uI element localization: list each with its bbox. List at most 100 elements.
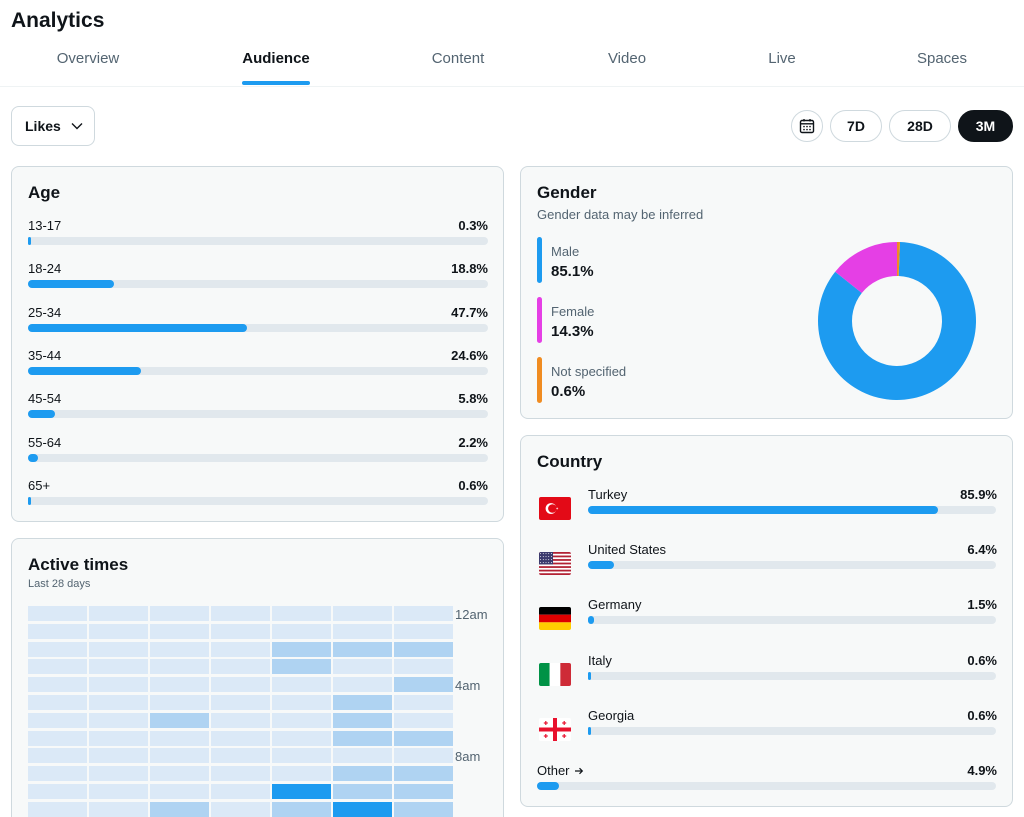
calendar-button[interactable] bbox=[791, 110, 823, 142]
heatmap-cell bbox=[394, 677, 453, 693]
heatmap-cell bbox=[211, 730, 270, 746]
heatmap-cell bbox=[211, 677, 270, 693]
country-bar-fill bbox=[588, 506, 939, 514]
heatmap-cell bbox=[333, 712, 392, 728]
age-row: 35-44 24.6% bbox=[28, 348, 488, 388]
heatmap-cell bbox=[150, 748, 209, 764]
germany-flag-icon bbox=[539, 607, 571, 631]
heatmap-cell bbox=[150, 712, 209, 728]
age-bar-track bbox=[28, 453, 488, 462]
country-bar-fill bbox=[588, 671, 591, 680]
age-bar-track bbox=[28, 323, 488, 332]
age-bar-track bbox=[28, 280, 488, 289]
heatmap-cell bbox=[394, 659, 453, 675]
metric-dropdown[interactable]: Likes bbox=[11, 106, 95, 146]
age-row: 45-54 5.8% bbox=[28, 391, 488, 431]
country-percent-value: 1.5% bbox=[967, 597, 997, 613]
heatmap-cell bbox=[89, 695, 148, 710]
age-bar-track bbox=[28, 366, 488, 375]
heatmap-cell bbox=[394, 748, 453, 764]
arrow-right-icon bbox=[574, 767, 583, 774]
other-countries-link[interactable]: Other bbox=[537, 763, 584, 778]
heatmap-cell bbox=[28, 606, 87, 621]
heatmap-cell bbox=[272, 623, 331, 639]
heatmap-cell bbox=[333, 677, 392, 693]
tab-overview[interactable]: Overview bbox=[56, 50, 120, 67]
heatmap-cell bbox=[394, 801, 453, 817]
heatmap-cell bbox=[394, 766, 453, 782]
gender-color-marker bbox=[537, 297, 542, 343]
page-title: Analytics bbox=[11, 9, 105, 32]
age-range-label: 55-64 bbox=[28, 434, 62, 450]
heatmap-cell bbox=[150, 623, 209, 639]
gender-value: 14.3% bbox=[551, 323, 594, 340]
country-other-row[interactable]: Other 4.9% bbox=[537, 763, 997, 790]
heatmap-cell bbox=[28, 623, 87, 639]
tab-audience[interactable]: Audience bbox=[242, 50, 310, 67]
age-card: Age 13-17 0.3% 18-24 18.8% 25-34 47.7% 35-44 24… bbox=[11, 166, 504, 522]
gender-color-marker bbox=[537, 357, 542, 403]
heatmap-cell bbox=[272, 766, 331, 782]
age-percent-value: 2.2% bbox=[458, 434, 488, 450]
age-bar-fill bbox=[28, 453, 39, 462]
heatmap-cell bbox=[28, 766, 87, 782]
country-percent-value: 0.6% bbox=[967, 707, 997, 723]
range-7d-button[interactable]: 7D bbox=[830, 110, 882, 142]
country-bar-fill bbox=[588, 726, 591, 735]
italy-flag-icon bbox=[539, 662, 571, 686]
heatmap-cell bbox=[89, 766, 148, 782]
heatmap-cell bbox=[211, 784, 270, 799]
heatmap-cell bbox=[394, 641, 453, 657]
country-bar-track bbox=[588, 726, 996, 735]
age-bar-fill bbox=[28, 237, 31, 245]
hour-label-12am: 12am bbox=[455, 607, 488, 622]
gender-value: 85.1% bbox=[551, 263, 594, 280]
age-bar-fill bbox=[28, 323, 248, 332]
age-bar-fill bbox=[28, 280, 115, 289]
gender-title: Gender bbox=[537, 183, 597, 202]
tab-content[interactable]: Content bbox=[431, 50, 485, 67]
heatmap-cell bbox=[211, 641, 270, 657]
donut-slice-female bbox=[835, 242, 897, 293]
heatmap-cell bbox=[89, 606, 148, 621]
age-range-label: 65+ bbox=[28, 477, 51, 493]
heatmap-cell bbox=[272, 748, 331, 764]
heatmap-cell bbox=[394, 784, 453, 799]
age-bar-track bbox=[28, 496, 488, 505]
heatmap-cell bbox=[89, 677, 148, 693]
gender-label: Not specified bbox=[551, 364, 627, 379]
heatmap-cell bbox=[333, 659, 392, 675]
gender-value: 0.6% bbox=[551, 383, 586, 400]
other-value: 4.9% bbox=[967, 763, 997, 778]
heatmap-cell bbox=[272, 606, 331, 621]
tab-spaces[interactable]: Spaces bbox=[916, 50, 968, 67]
age-percent-value: 0.3% bbox=[458, 218, 488, 233]
heatmap-cell bbox=[333, 766, 392, 782]
heatmap-cell bbox=[28, 784, 87, 799]
heatmap-cell bbox=[272, 659, 331, 675]
heatmap-cell bbox=[394, 712, 453, 728]
age-percent-value: 18.8% bbox=[451, 261, 488, 277]
heatmap-cell bbox=[333, 641, 392, 657]
heatmap-cell bbox=[89, 712, 148, 728]
age-range-label: 45-54 bbox=[28, 391, 62, 407]
age-row: 65+ 0.6% bbox=[28, 478, 488, 518]
country-bar-fill bbox=[588, 561, 615, 570]
country-percent-value: 85.9% bbox=[960, 487, 997, 502]
donut-slice-male bbox=[818, 242, 976, 400]
age-range-label: 13-17 bbox=[28, 218, 62, 233]
heatmap-cell bbox=[89, 801, 148, 817]
tab-live[interactable]: Live bbox=[768, 50, 796, 67]
tab-video[interactable]: Video bbox=[607, 50, 647, 67]
range-28d-button[interactable]: 28D bbox=[889, 110, 951, 142]
country-percent-value: 6.4% bbox=[967, 542, 997, 558]
country-title: Country bbox=[537, 452, 603, 471]
heatmap-cell bbox=[333, 695, 392, 710]
age-range-label: 35-44 bbox=[28, 347, 62, 363]
heatmap-cell bbox=[89, 784, 148, 799]
age-percent-value: 5.8% bbox=[458, 391, 488, 407]
heatmap-cell bbox=[150, 730, 209, 746]
heatmap-cell bbox=[150, 659, 209, 675]
range-3m-button[interactable]: 3M bbox=[958, 110, 1013, 142]
